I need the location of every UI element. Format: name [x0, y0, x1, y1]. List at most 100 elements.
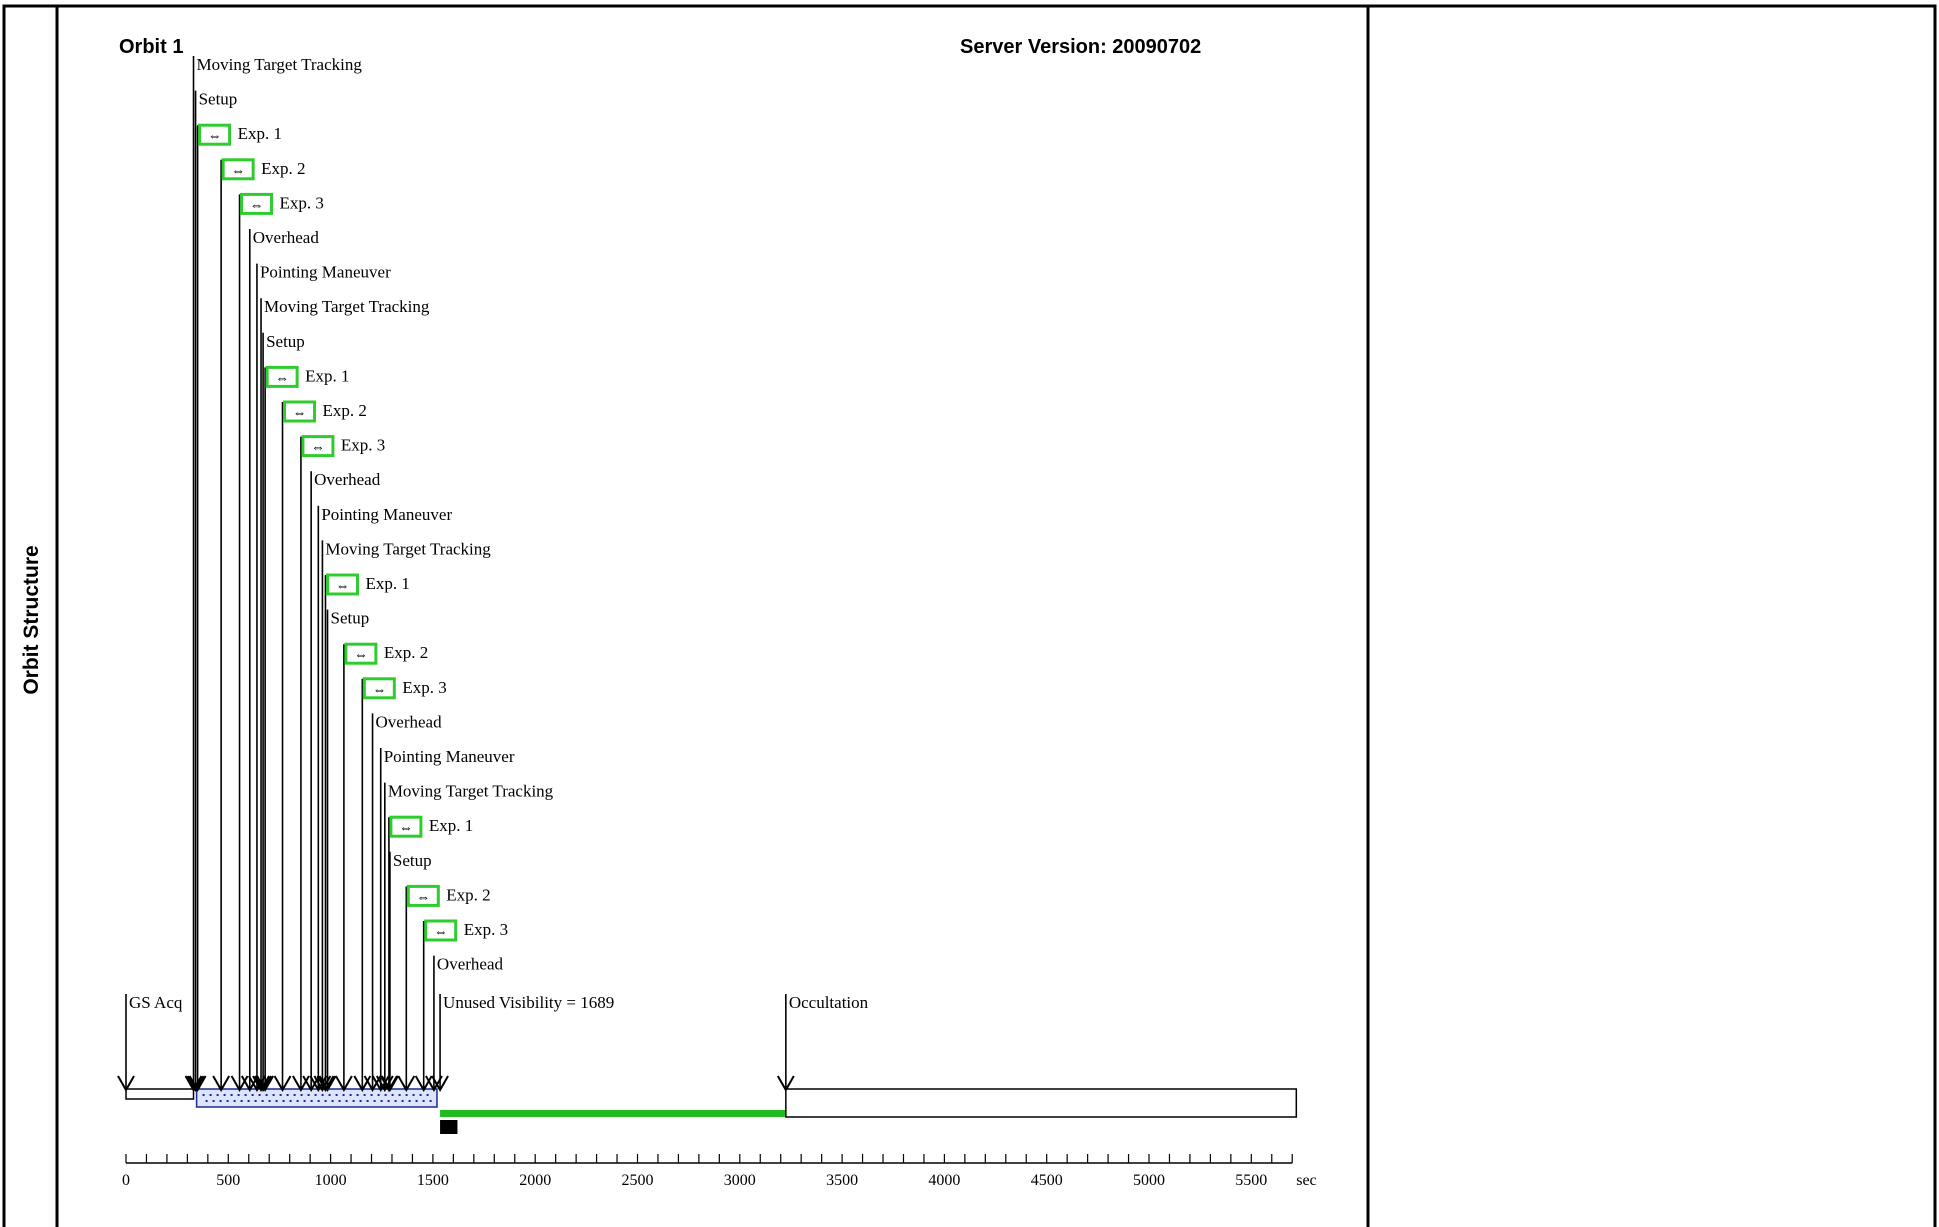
event-label: Pointing Maneuver [260, 263, 391, 282]
exposure-block-dot [251, 1094, 254, 1096]
exposure-block-dot [356, 1094, 359, 1096]
event-label: Overhead [253, 228, 320, 247]
gs-acq-bar [125, 1088, 195, 1100]
exposure-block-dot [426, 1094, 429, 1096]
exposure-block-dot [275, 1100, 278, 1102]
exposure-icon [406, 884, 440, 907]
exposure-icon-glyph: ⇔ [311, 441, 325, 456]
exposure-block-dot [265, 1094, 268, 1096]
exposure-block-dot [366, 1100, 369, 1102]
exposure-icon-glyph: ⇔ [335, 579, 349, 594]
exposure-block-dot [233, 1100, 236, 1102]
exposure-block-dot [429, 1100, 432, 1102]
event-label: Occultation [789, 993, 869, 1012]
event-arrow [186, 1075, 205, 1093]
event-label: GS Acq [129, 993, 183, 1012]
exposure-block-dot [338, 1100, 341, 1102]
exposure-block-dot [415, 1100, 418, 1102]
exposure-block-dot [268, 1100, 271, 1102]
event-arrow [248, 1075, 266, 1093]
exposure-block-dot [209, 1094, 212, 1096]
exposure-block-dot [345, 1100, 348, 1102]
exposure-block-dot [296, 1100, 299, 1102]
event-label: Setup [331, 609, 370, 628]
event-arrow [318, 1075, 337, 1093]
server-version: Server Version: 20090702 [960, 36, 1201, 58]
exposure-block-dot [286, 1094, 289, 1096]
exposure-icon-glyph: ⇔ [372, 683, 386, 698]
exposure-block-dot [282, 1100, 285, 1102]
exposure-icon-glyph: ⇔ [399, 821, 413, 836]
axis-tick-label: 0 [122, 1172, 130, 1189]
occultation-bar [785, 1088, 1298, 1118]
axis-tick-label: 5500 [1235, 1172, 1267, 1189]
event-arrow [425, 1075, 443, 1093]
time-axis: 0 500 1000 1500 2000 2500 3000 3500 4000 4500 5000… [122, 1154, 1317, 1189]
exposure-block-dot [317, 1100, 320, 1102]
event-arrow [371, 1075, 390, 1093]
event-arrow [188, 1075, 207, 1093]
unused-visibility-bar [440, 1110, 786, 1117]
exposure-icon [301, 435, 335, 458]
event-label: Exp. 2 [323, 401, 367, 420]
event-arrow [254, 1075, 272, 1093]
event-label: Moving Target Tracking [197, 55, 363, 74]
exposure-icon-glyph: ⇔ [231, 164, 245, 179]
exposure-block-dot [219, 1100, 222, 1102]
event-arrow [273, 1075, 292, 1093]
event-arrow [256, 1075, 274, 1093]
event-annotations: GS Acq Moving Target Tracking Setup ⇔ Exp. 1… [117, 55, 869, 1093]
event-label: Overhead [314, 470, 381, 489]
exposure-block-dot [300, 1094, 303, 1096]
exposure-block-dot [384, 1094, 387, 1096]
axis-tick-label: 5000 [1133, 1172, 1165, 1189]
exposure-icon-glyph: ⇔ [293, 406, 307, 421]
event-arrow [212, 1075, 231, 1093]
event-label: Exp. 1 [238, 124, 282, 143]
axis-unit: sec [1296, 1172, 1316, 1189]
exposure-icon [389, 815, 423, 838]
event-label: Moving Target Tracking [388, 782, 554, 801]
exposure-icon [221, 158, 255, 181]
event-label: Exp. 3 [280, 193, 324, 212]
exposure-block-dot [398, 1094, 401, 1096]
axis-tick-label: 500 [216, 1172, 240, 1189]
exposure-block-dot [394, 1100, 397, 1102]
event-label: Moving Target Tracking [325, 539, 491, 558]
axis-tick-label: 2500 [622, 1172, 654, 1189]
exposure-block-dot [223, 1094, 226, 1096]
exposure-block-dot [324, 1100, 327, 1102]
exposure-block-dot [408, 1100, 411, 1102]
event-label: Exp. 2 [446, 885, 490, 904]
exposure-block-dot [380, 1100, 383, 1102]
exposure-block-dot [310, 1100, 313, 1102]
exposure-block-dot [331, 1100, 334, 1102]
exposure-icon-glyph: ⇔ [208, 129, 222, 144]
event-arrow [363, 1075, 382, 1093]
exposure-icon [240, 192, 274, 215]
exposure-block-dot [419, 1094, 422, 1096]
event-label: Setup [266, 332, 305, 351]
exposure-block-dot [230, 1094, 233, 1096]
exposure-block-dot [226, 1100, 229, 1102]
exposure-block-dot [254, 1100, 257, 1102]
event-label: Exp. 3 [464, 920, 508, 939]
exposure-block-dot [328, 1094, 331, 1096]
exposure-block-dot [212, 1100, 215, 1102]
current-marker [440, 1120, 458, 1134]
event-label: Pointing Maneuver [384, 747, 515, 766]
exposure-icon [344, 642, 378, 665]
exposure-block-dot [205, 1100, 208, 1102]
exposure-block-dot [363, 1094, 366, 1096]
exposure-block-dot [412, 1094, 415, 1096]
event-label: Pointing Maneuver [321, 505, 452, 524]
event-label: Exp. 1 [429, 816, 473, 835]
exposure-block-dot [272, 1094, 275, 1096]
exposure-block-dot [349, 1094, 352, 1096]
event-arrow [316, 1075, 335, 1093]
exposure-block-dot [377, 1094, 380, 1096]
exposure-block-dot [293, 1094, 296, 1096]
exposure-block [195, 1088, 438, 1108]
event-label: Setup [393, 851, 432, 870]
